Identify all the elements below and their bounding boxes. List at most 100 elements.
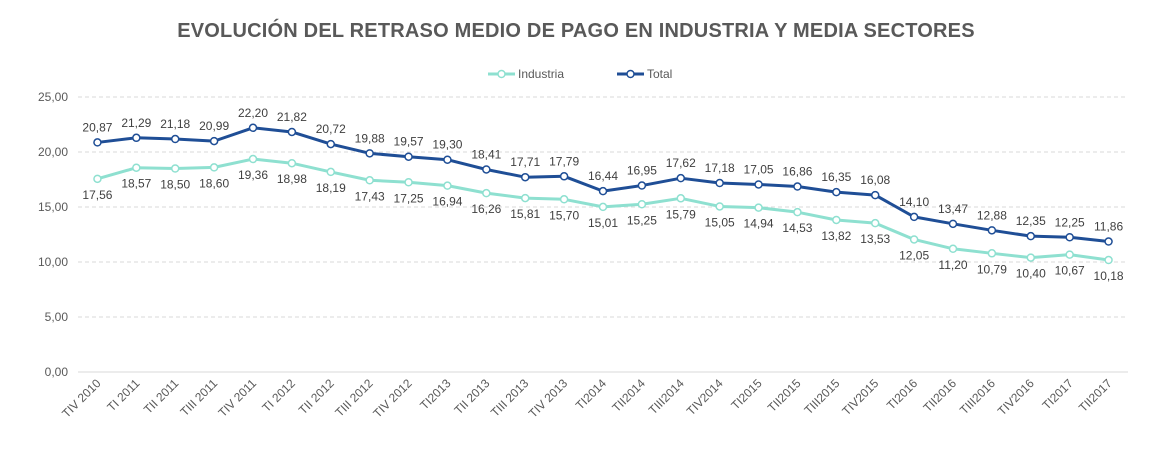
data-point xyxy=(170,164,180,173)
data-point xyxy=(987,226,997,235)
data-point xyxy=(132,163,141,172)
data-point xyxy=(443,181,452,190)
x-tick-label: TIII2014 xyxy=(646,376,687,417)
data-point xyxy=(132,133,141,143)
x-tick-label: TII2017 xyxy=(1076,376,1115,415)
data-point xyxy=(793,207,802,217)
data-point xyxy=(1026,253,1036,262)
data-point xyxy=(404,178,413,187)
data-point xyxy=(637,200,647,209)
data-point xyxy=(404,152,413,161)
y-tick-label: 25,00 xyxy=(38,90,68,104)
x-tick-label: TIII2016 xyxy=(957,376,998,417)
data-label: 12,88 xyxy=(977,208,1007,222)
x-tick-label: TIII 2011 xyxy=(177,376,220,419)
data-label: 17,71 xyxy=(510,155,540,169)
data-point xyxy=(170,134,180,144)
data-point xyxy=(1065,233,1074,242)
data-label: 17,43 xyxy=(355,189,385,203)
data-label: 10,67 xyxy=(1055,264,1085,278)
data-label: 14,94 xyxy=(744,217,774,231)
data-label: 16,44 xyxy=(588,169,618,183)
data-point xyxy=(909,235,919,244)
data-point xyxy=(676,173,686,183)
data-label: 14,53 xyxy=(782,221,812,235)
data-label: 21,29 xyxy=(121,116,151,130)
legend-marker xyxy=(497,69,506,79)
data-label: 12,25 xyxy=(1055,215,1085,229)
x-tick-label: TII 2013 xyxy=(451,376,492,417)
data-point xyxy=(559,172,569,181)
data-point xyxy=(482,188,491,198)
data-label: 18,98 xyxy=(277,172,307,186)
data-label: 16,86 xyxy=(782,165,812,179)
data-label: 16,08 xyxy=(860,173,890,187)
legend-marker xyxy=(626,69,635,79)
x-tick-label: TI2015 xyxy=(728,376,765,413)
x-tick-label: TIII 2012 xyxy=(332,376,376,420)
data-point xyxy=(287,158,297,168)
data-point xyxy=(93,138,102,147)
data-label: 15,79 xyxy=(666,207,696,221)
y-tick-label: 5,00 xyxy=(45,310,69,324)
data-label: 19,88 xyxy=(355,131,385,145)
x-tick-label: TI 2011 xyxy=(104,376,142,414)
data-point xyxy=(1104,255,1113,265)
data-point xyxy=(520,172,530,182)
x-tick-label: TII2016 xyxy=(920,376,959,415)
x-tick-label: TII 2012 xyxy=(296,376,337,417)
data-label: 18,19 xyxy=(316,181,346,195)
data-point xyxy=(559,195,569,204)
y-tick-label: 10,00 xyxy=(38,255,68,269)
data-label: 16,26 xyxy=(471,202,501,216)
data-point xyxy=(209,163,219,172)
x-tick-label: TIII 2013 xyxy=(488,376,532,420)
chart-title: EVOLUCIÓN DEL RETRASO MEDIO DE PAGO EN I… xyxy=(177,20,975,42)
data-point xyxy=(832,187,841,197)
x-tick-label: TIII2015 xyxy=(801,376,842,417)
data-label: 20,87 xyxy=(82,120,112,134)
data-point xyxy=(1104,237,1113,246)
x-tick-label: TIV2016 xyxy=(995,376,1037,418)
legend-label: Industria xyxy=(518,67,564,81)
data-label: 20,72 xyxy=(316,122,346,136)
data-point xyxy=(1026,231,1036,241)
data-label: 11,86 xyxy=(1094,220,1123,234)
data-point xyxy=(520,193,530,203)
data-label: 17,62 xyxy=(666,156,696,170)
data-label: 16,94 xyxy=(432,195,462,209)
data-label: 21,18 xyxy=(160,117,190,131)
data-label: 15,81 xyxy=(510,207,540,221)
data-point xyxy=(598,186,608,196)
data-label: 21,82 xyxy=(277,110,307,124)
data-point xyxy=(482,165,491,174)
data-point xyxy=(948,219,958,229)
data-point xyxy=(754,180,763,189)
data-label: 12,05 xyxy=(899,248,929,262)
data-label: 18,41 xyxy=(471,147,501,161)
data-label: 19,30 xyxy=(432,138,462,152)
data-label: 13,82 xyxy=(821,229,851,243)
legend-label: Total xyxy=(647,67,672,81)
data-label: 12,35 xyxy=(1016,214,1046,228)
y-tick-label: 0,00 xyxy=(45,365,69,379)
data-point xyxy=(987,249,997,258)
data-point xyxy=(443,155,452,164)
data-point xyxy=(326,139,336,149)
data-point xyxy=(870,190,880,200)
data-point xyxy=(93,174,102,184)
data-label: 16,95 xyxy=(627,164,657,178)
data-label: 13,53 xyxy=(860,232,890,246)
data-point xyxy=(637,181,647,190)
data-label: 18,60 xyxy=(199,176,229,190)
data-label: 18,50 xyxy=(160,178,190,192)
data-point xyxy=(248,154,258,164)
x-tick-label: TII2015 xyxy=(765,376,804,415)
x-tick-label: TIV2014 xyxy=(684,376,726,418)
x-tick-label: TI2016 xyxy=(884,376,921,413)
data-point xyxy=(326,167,336,177)
x-tick-label: TI2017 xyxy=(1039,376,1076,413)
data-point xyxy=(1065,250,1074,259)
data-label: 16,35 xyxy=(821,170,851,184)
data-label: 15,01 xyxy=(588,216,618,230)
